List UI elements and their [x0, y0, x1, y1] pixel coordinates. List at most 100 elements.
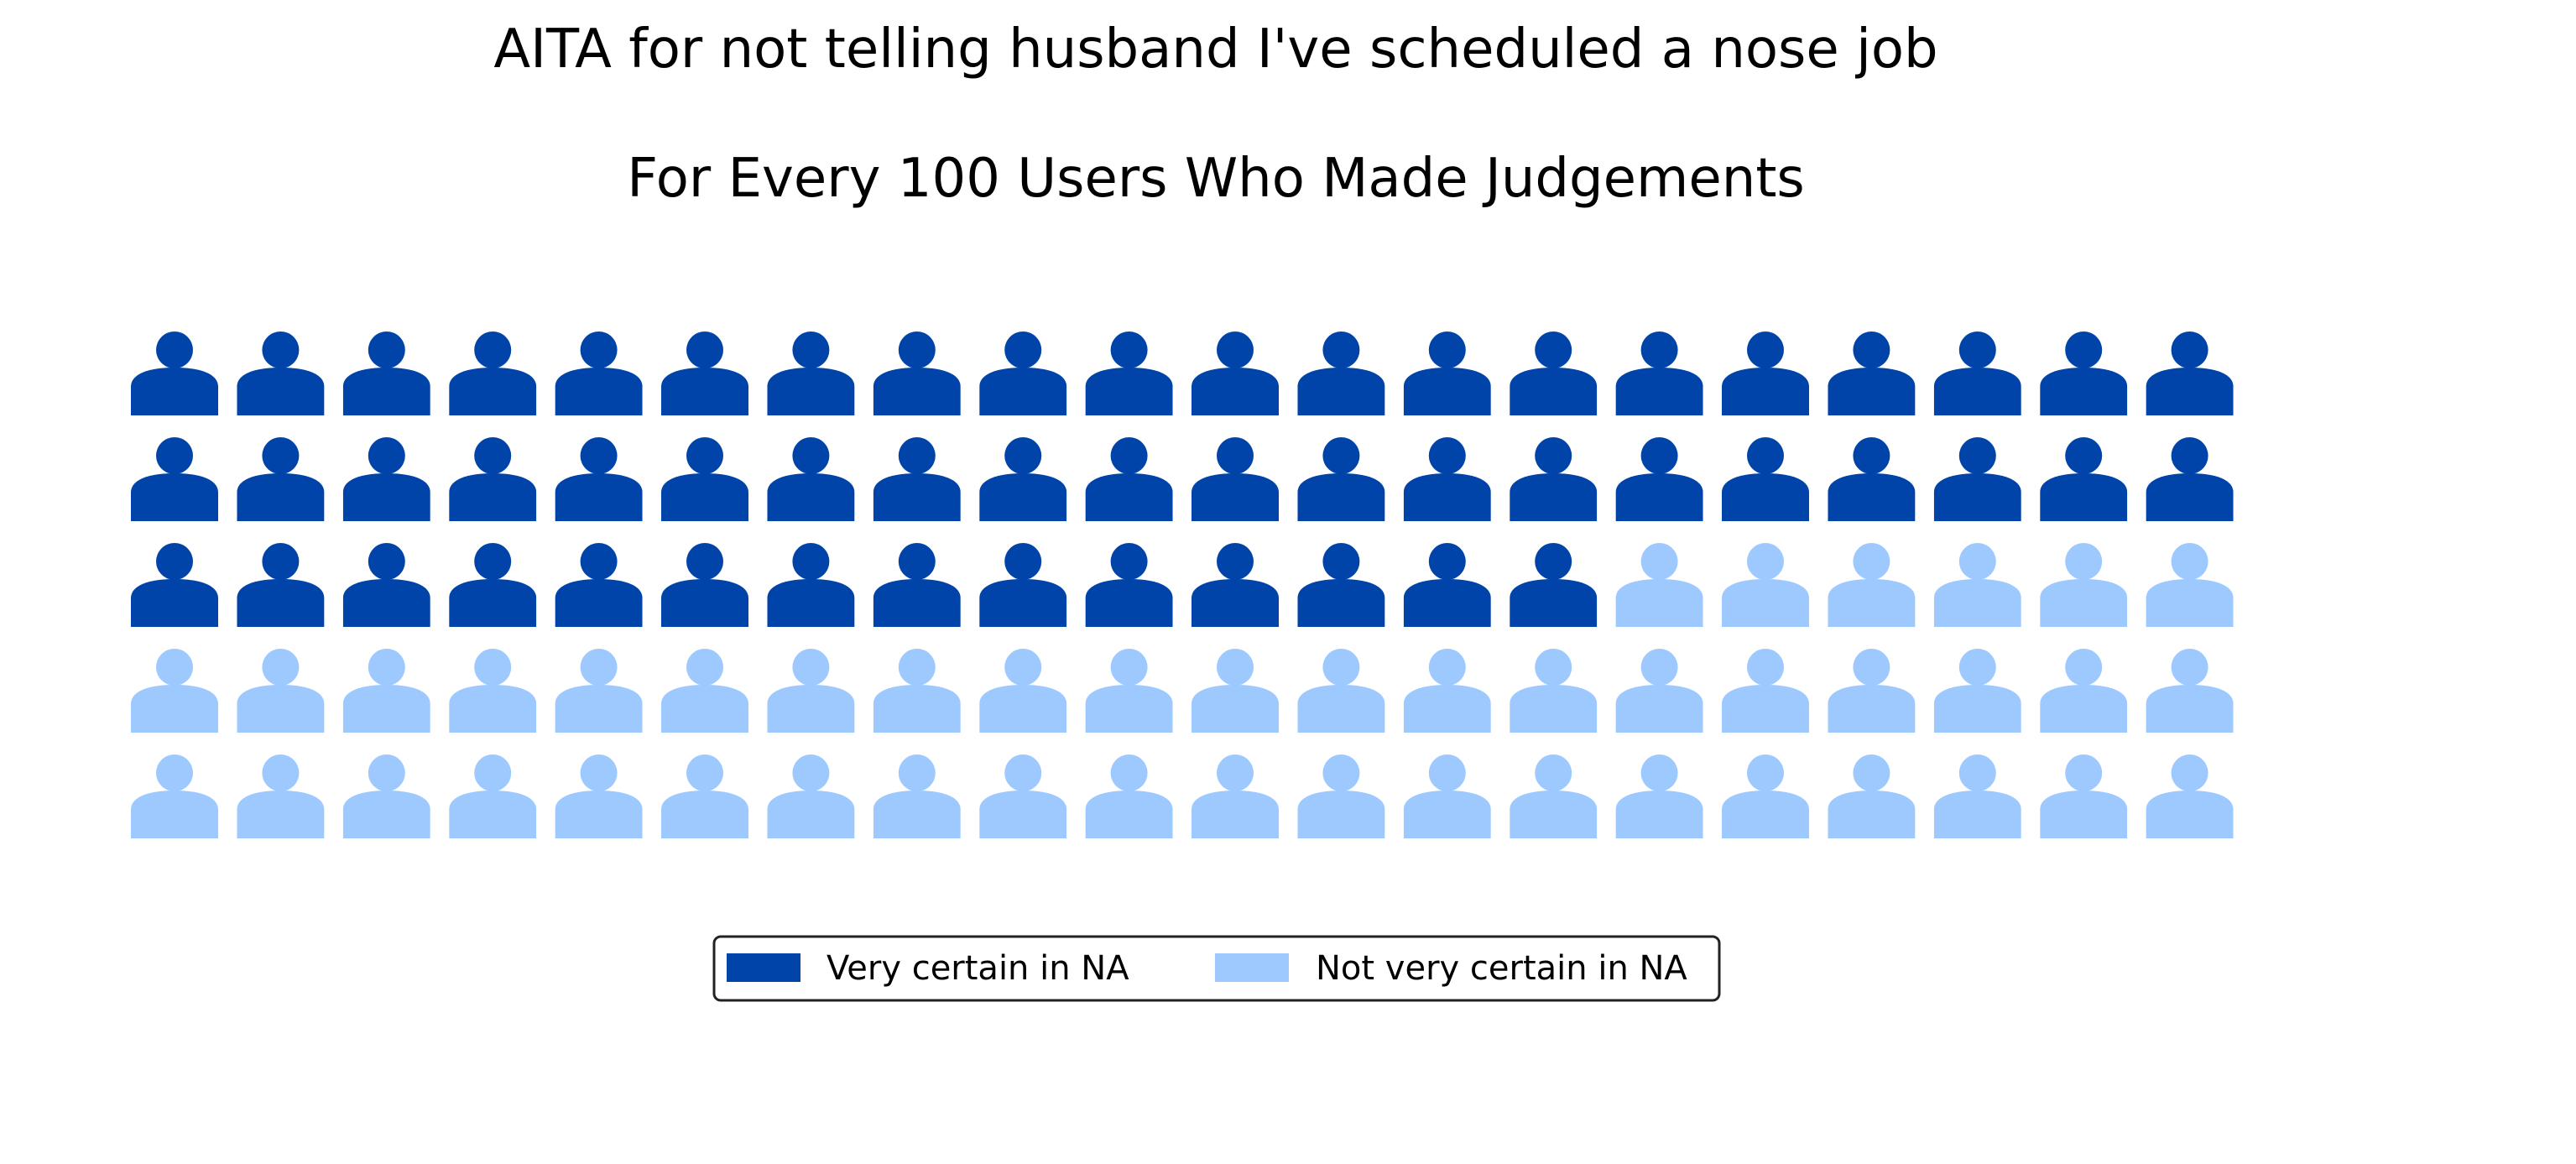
person-icon [1403, 754, 1491, 838]
person-icon [1085, 543, 1173, 627]
person-icon [979, 754, 1067, 838]
legend-swatch-very-certain [727, 953, 800, 982]
person-icon [1722, 543, 1809, 627]
chart-title: AITA for not telling husband I've schedu… [493, 18, 1937, 81]
person-icon [237, 754, 325, 838]
person-icon [1933, 543, 2021, 627]
person-icon [1403, 437, 1491, 521]
person-icon [1510, 754, 1598, 838]
person-icon [661, 543, 748, 627]
person-icon [767, 649, 855, 733]
person-icon [2146, 543, 2234, 627]
person-icon [1403, 649, 1491, 733]
legend-label-not-very-certain: Not very certain in NA [1316, 949, 1687, 988]
person-icon [2040, 331, 2128, 415]
person-icon [1297, 754, 1385, 838]
person-icon [1192, 543, 1279, 627]
person-icon [1615, 437, 1703, 521]
person-icon [767, 754, 855, 838]
person-icon [2146, 437, 2234, 521]
person-icon [1933, 754, 2021, 838]
person-icon [979, 437, 1067, 521]
person-icon [237, 331, 325, 415]
person-icon [2040, 437, 2128, 521]
person-icon [979, 331, 1067, 415]
person-icon [1085, 754, 1173, 838]
legend: Very certain in NA Not very certain in N… [712, 935, 1721, 1002]
person-icon [1722, 331, 1809, 415]
person-icon [1615, 331, 1703, 415]
person-icon [237, 437, 325, 521]
person-icon [873, 649, 961, 733]
person-icon [449, 649, 537, 733]
person-icon [767, 331, 855, 415]
person-icon [873, 331, 961, 415]
person-icon [767, 543, 855, 627]
person-icon [555, 543, 643, 627]
person-icon [1510, 543, 1598, 627]
person-icon [131, 754, 218, 838]
person-icon [1403, 331, 1491, 415]
person-icon [342, 754, 430, 838]
person-icon [237, 543, 325, 627]
person-icon [873, 543, 961, 627]
person-icon [1085, 437, 1173, 521]
person-icon [342, 649, 430, 733]
legend-label-very-certain: Very certain in NA [827, 949, 1129, 988]
person-icon [2146, 649, 2234, 733]
person-icon [131, 543, 218, 627]
person-icon [342, 437, 430, 521]
icon-grid [131, 331, 2234, 838]
person-icon [1828, 543, 1916, 627]
person-icon [1828, 331, 1916, 415]
person-icon [555, 649, 643, 733]
person-icon [1192, 754, 1279, 838]
person-icon [1192, 649, 1279, 733]
person-icon [873, 437, 961, 521]
person-icon [661, 437, 748, 521]
person-icon [767, 437, 855, 521]
person-icon [237, 649, 325, 733]
person-icon [2040, 754, 2128, 838]
person-icon [1510, 437, 1598, 521]
person-icon [342, 331, 430, 415]
person-icon [661, 331, 748, 415]
person-icon [2146, 754, 2234, 838]
person-icon [1297, 437, 1385, 521]
person-icon [1933, 437, 2021, 521]
legend-swatch-not-very-certain [1215, 953, 1289, 982]
person-icon [1933, 649, 2021, 733]
person-icon [1615, 649, 1703, 733]
person-icon [131, 437, 218, 521]
person-icon [1722, 437, 1809, 521]
person-icon [1722, 754, 1809, 838]
person-icon [449, 437, 537, 521]
person-icon [342, 543, 430, 627]
person-icon [449, 754, 537, 838]
person-icon [1297, 331, 1385, 415]
person-icon [1510, 331, 1598, 415]
person-icon [555, 331, 643, 415]
person-icon [1192, 331, 1279, 415]
person-icon [873, 754, 961, 838]
person-icon [1828, 437, 1916, 521]
person-icon [1297, 649, 1385, 733]
person-icon [555, 437, 643, 521]
person-icon [1933, 331, 2021, 415]
person-icon [2040, 649, 2128, 733]
person-icon [131, 649, 218, 733]
person-icon [661, 754, 748, 838]
person-icon [979, 649, 1067, 733]
person-icon [1828, 754, 1916, 838]
person-icon [555, 754, 643, 838]
person-icon [131, 331, 218, 415]
person-icon [1722, 649, 1809, 733]
person-icon [2146, 331, 2234, 415]
person-icon [1297, 543, 1385, 627]
person-icon [1192, 437, 1279, 521]
person-icon [979, 543, 1067, 627]
person-icon [449, 543, 537, 627]
person-icon [1403, 543, 1491, 627]
person-icon [661, 649, 748, 733]
